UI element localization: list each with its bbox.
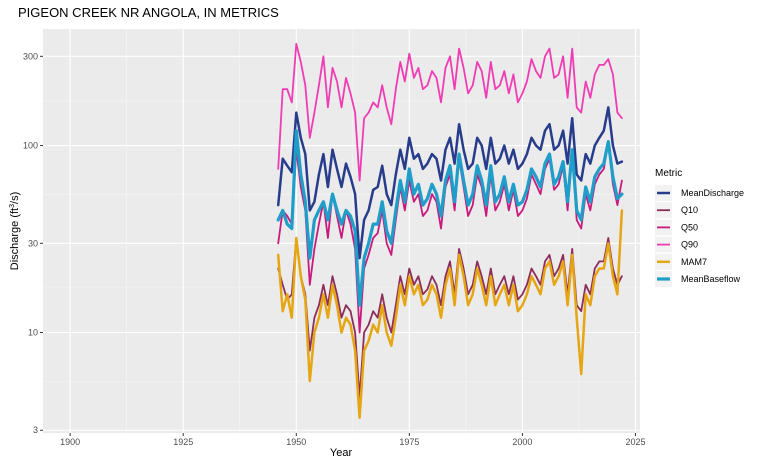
series-layer: [276, 42, 624, 419]
chart-title: PIGEON CREEK NR ANGOLA, IN METRICS: [18, 5, 279, 20]
y-tick-label: 300: [23, 51, 38, 61]
legend: Metric MeanDischarge Q10 Q50 Q90 MAM7 MeanBas…: [655, 168, 744, 287]
x-tick-label: 1925: [173, 437, 193, 447]
y-axis: 3 10 30 100 300: [23, 51, 43, 435]
y-tick-label: 30: [28, 238, 38, 248]
y-tick-label: 3: [33, 425, 38, 435]
legend-label: MeanBaseflow: [681, 274, 741, 284]
x-tick-label: 1975: [399, 437, 419, 447]
x-tick-label: 1950: [286, 437, 306, 447]
legend-label: Q50: [681, 222, 698, 232]
x-axis-title: Year: [330, 447, 353, 459]
y-tick-label: 100: [23, 141, 38, 151]
series-line-meanbaseflow: [276, 129, 624, 307]
series-line-meandischarge: [276, 106, 624, 260]
x-tick-label: 1900: [60, 437, 80, 447]
series-line-q90: [277, 42, 623, 182]
x-tick-label: 2025: [625, 437, 645, 447]
plot-panel: [43, 29, 640, 433]
legend-label: MAM7: [681, 257, 707, 267]
legend-label: MeanDischarge: [681, 188, 744, 198]
y-axis-title: Discharge (ft3/s): [9, 192, 21, 271]
series-line-mam7: [276, 209, 624, 419]
legend-label: Q90: [681, 240, 698, 250]
legend-title: Metric: [655, 168, 682, 179]
x-tick-label: 2000: [512, 437, 532, 447]
x-axis: 1900 1925 1950 1975 2000 2025: [60, 433, 645, 447]
legend-label: Q10: [681, 205, 698, 215]
y-tick-label: 10: [28, 327, 38, 337]
